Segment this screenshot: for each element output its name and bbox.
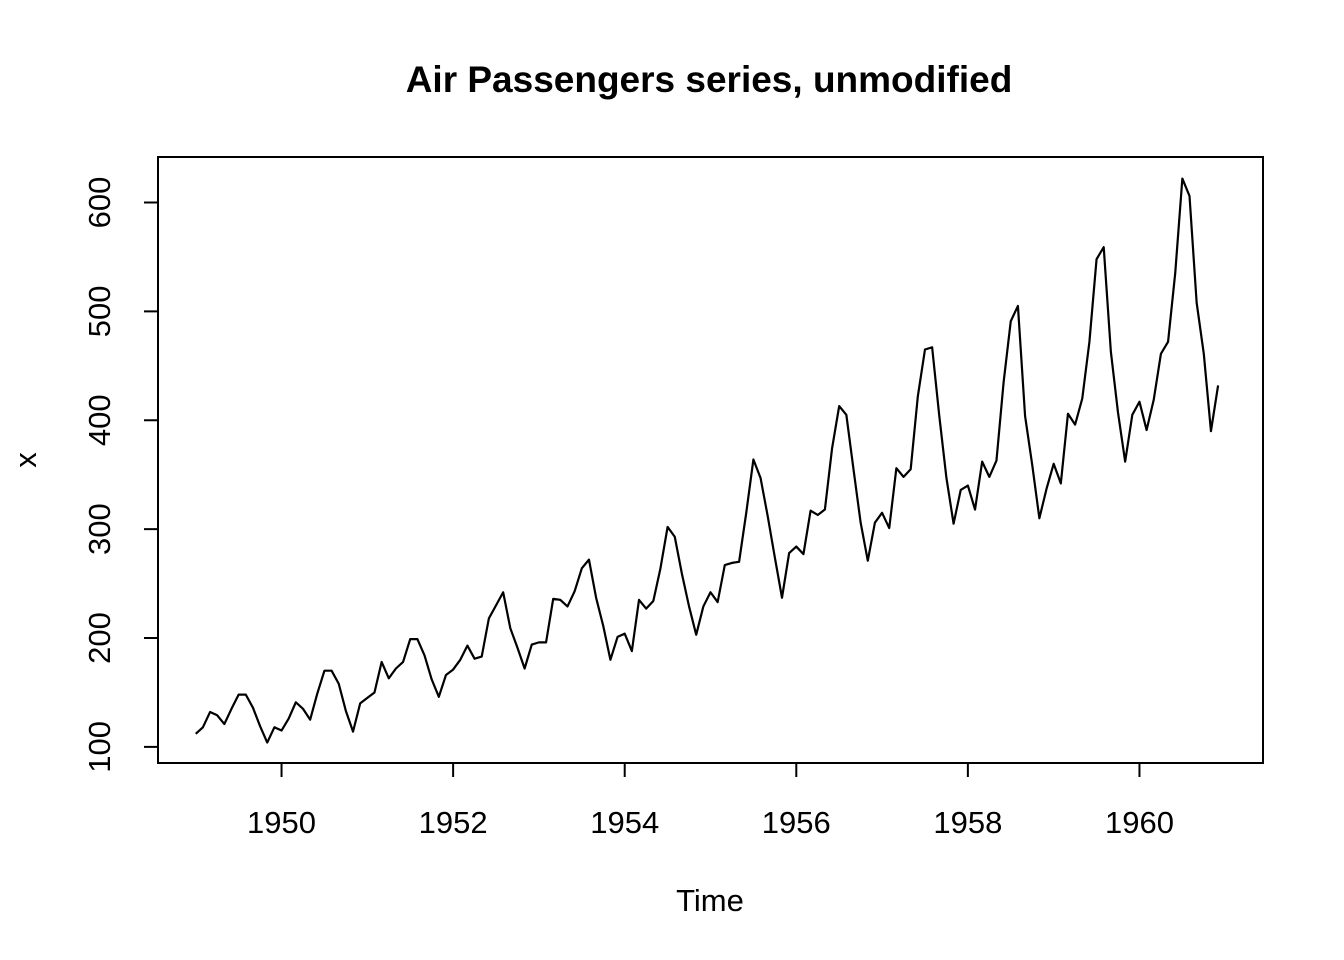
y-tick-label: 100: [82, 721, 117, 773]
y-tick-label: 600: [82, 177, 117, 229]
y-axis-label: x: [8, 452, 43, 468]
y-tick-label: 300: [82, 503, 117, 555]
x-axis-label: Time: [676, 883, 744, 918]
x-tick-label: 1952: [419, 805, 488, 840]
x-tick-label: 1954: [590, 805, 659, 840]
x-tick-label: 1958: [933, 805, 1002, 840]
x-tick-label: 1956: [762, 805, 831, 840]
y-tick-label: 400: [82, 394, 117, 446]
y-axis: 100 200 300 400 500 600: [82, 177, 159, 773]
chart-title: Air Passengers series, unmodified: [406, 59, 1013, 100]
y-tick-label: 200: [82, 612, 117, 664]
x-tick-label: 1960: [1105, 805, 1174, 840]
series-line: [195, 177, 1220, 744]
x-axis: 1950 1952 1954 1956 1958 1960: [247, 762, 1174, 840]
y-tick-label: 500: [82, 286, 117, 338]
x-tick-label: 1950: [247, 805, 316, 840]
series-layer: [195, 177, 1220, 744]
